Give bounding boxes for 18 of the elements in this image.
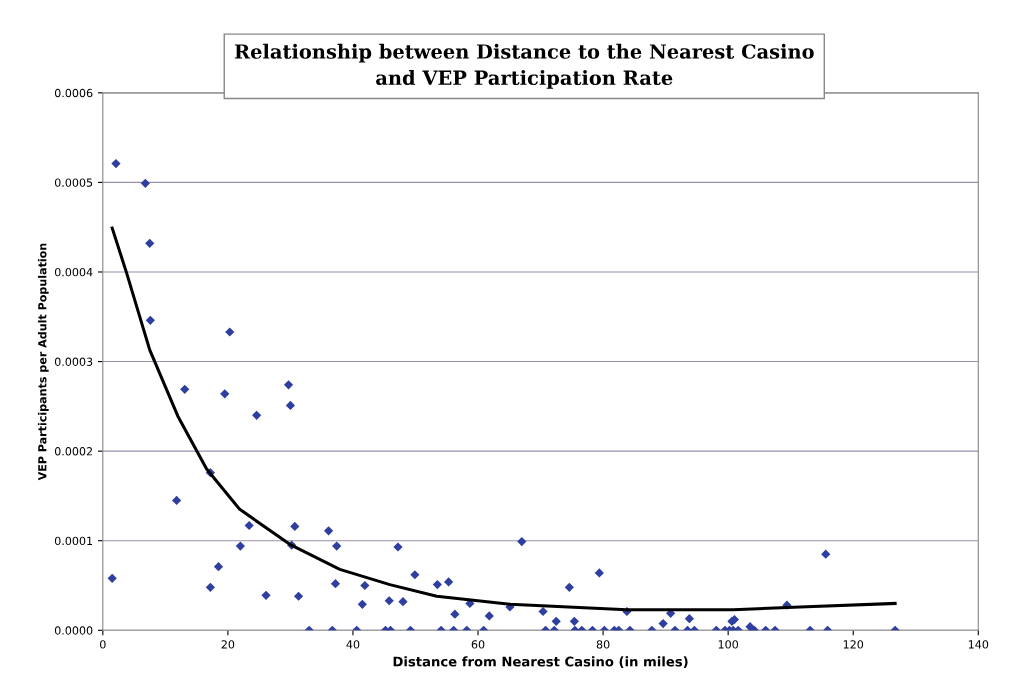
- chart-title: Relationship between Distance to the Nearest Casino and VEP Participation Rate: [234, 43, 814, 89]
- x-tick-label: 20: [221, 640, 235, 649]
- x-tick-label: 60: [471, 640, 485, 649]
- x-tick-label: 120: [843, 640, 864, 649]
- y-tick-label: 0.0003: [54, 357, 93, 366]
- y-tick-label: 0.0004: [54, 267, 93, 277]
- y-tick-label: 0.0000: [54, 626, 93, 635]
- y-tick-label: 0.0005: [54, 178, 93, 187]
- x-axis-title: Distance from Nearest Casino (in miles): [393, 656, 688, 669]
- x-tick-label: 100: [718, 640, 739, 649]
- y-tick-label: 0.0002: [54, 447, 92, 456]
- y-axis-title: VEP Participants per Adult Population: [37, 243, 49, 481]
- y-tick-label: 0.0001: [54, 536, 93, 546]
- y-tick-label: 0.0006: [54, 88, 93, 98]
- x-tick-label: 40: [346, 640, 360, 649]
- x-tick-label: 0: [100, 640, 106, 649]
- x-tick-label: 140: [968, 640, 989, 649]
- x-tick-label: 80: [596, 640, 610, 649]
